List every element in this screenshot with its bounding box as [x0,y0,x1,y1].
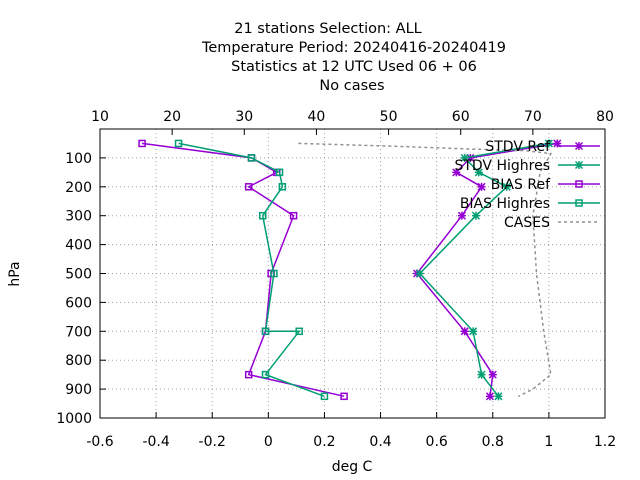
data-point-stdv-highres [460,153,469,162]
data-point-stdv-highres [502,182,511,191]
legend-label: CASES [504,215,550,231]
y-tick-label: 800 [65,353,92,369]
legend-item-stdv-ref: STDV Ref [485,139,600,155]
y-tick-label: 500 [65,267,92,283]
data-point-bias-highres [261,327,270,336]
data-point-bias-ref [244,183,253,191]
x2-tick-label: 70 [524,109,542,125]
legend-marker [574,141,584,151]
title-line-1: 21 stations Selection: ALL [234,21,422,37]
x-tick-label: 1.2 [594,434,616,450]
legend-marker [574,160,584,170]
x-tick-label: 0.8 [482,434,504,450]
y-tick-label: 600 [65,295,92,311]
y-tick-label: 400 [65,238,92,254]
data-point-bias-highres [295,327,303,336]
ticks: -0.6 -0.4 -0.2 0 0.2 0.4 0.6 0.8 1 1.2 100 200 300 40… [56,109,616,450]
data-point-stdv-highres [494,392,503,401]
data-point-bias-highres [261,370,270,379]
data-point-stdv-ref [485,392,495,401]
y-tick-label: 1000 [56,411,92,427]
legend-item-bias-ref: BIAS Ref [491,177,600,193]
y-tick-label: 100 [65,151,92,167]
legend: STDV Ref STDV Highres BIAS Ref BIAS Highres… [454,139,600,231]
plot-border [99,128,606,419]
x-tick-label: 0.6 [426,434,448,450]
legend-item-bias-highres: BIAS Highres [460,196,600,212]
grid [100,129,605,418]
title-line-2: Temperature Period: 20240416-20240419 [201,40,506,56]
x-tick-label: 0.4 [369,434,391,450]
data-point-bias-ref [138,139,146,148]
data-point-stdv-ref [457,211,466,220]
x-tick-label: 0.2 [313,434,335,450]
data-point-stdv-highres [544,139,553,148]
series-stdv-highres [415,139,553,401]
y-tick-label: 300 [65,209,92,225]
legend-label: BIAS Highres [460,196,550,212]
legend-item-stdv-highres: STDV Highres [454,158,600,174]
data-point-bias-ref [289,211,298,220]
x2-tick-label: 10 [91,109,109,125]
x-tick-label: -0.4 [142,434,169,450]
x-axis-label: deg C [332,459,373,475]
legend-item-cases: CASES [504,215,600,231]
data-point-bias-highres [320,392,329,401]
data-point-bias-highres [174,139,183,148]
data-point-bias-highres [278,183,287,191]
y-axis-label: hPa [7,261,23,286]
y-tick-label: 200 [65,180,92,196]
data-point-stdv-highres [469,327,478,336]
data-point-stdv-ref [452,168,461,177]
data-point-stdv-ref [477,182,486,191]
data-point-bias-highres [270,269,278,278]
series-bias-ref [138,139,348,401]
legend-marker [575,199,583,207]
data-point-stdv-ref [488,370,497,379]
series-line-bias-ref [142,142,345,398]
title-line-4: No cases [319,78,384,94]
data-point-stdv-highres [477,370,486,379]
legend-marker [575,180,583,188]
chart-title: 21 stations Selection: ALL Temperature P… [201,21,506,94]
data-point-stdv-highres [471,211,480,220]
x-tick-label: 0 [264,434,273,450]
series-line-bias-highres [178,142,325,398]
plot-series [138,139,562,401]
x-tick-label: 1 [544,434,553,450]
y-tick-label: 700 [65,324,92,340]
data-point-stdv-highres [415,269,424,278]
x2-tick-label: 80 [596,109,614,125]
x2-tick-label: 60 [452,109,470,125]
data-point-bias-ref [244,370,253,379]
data-point-bias-highres [247,154,256,162]
data-point-stdv-ref [460,327,469,336]
legend-label: BIAS Ref [491,177,551,193]
data-point-bias-highres [275,168,284,177]
series-line-cases [298,142,553,397]
series-cases [298,142,553,397]
legend-label: STDV Ref [485,139,551,155]
title-line-3: Statistics at 12 UTC Used 06 + 06 [231,59,477,75]
y-tick-label: 900 [65,382,92,398]
series-stdv-ref [412,139,562,401]
x-tick-label: -0.6 [86,434,113,450]
legend-label: STDV Highres [454,158,550,174]
x-tick-label: -0.2 [199,434,226,450]
x2-tick-label: 40 [308,109,326,125]
x2-tick-label: 30 [235,109,253,125]
x2-tick-label: 20 [163,109,181,125]
data-point-bias-ref [340,392,348,401]
data-point-stdv-highres [474,168,483,177]
series-bias-highres [174,139,329,401]
x2-tick-label: 50 [380,109,398,125]
data-point-bias-highres [258,211,267,220]
